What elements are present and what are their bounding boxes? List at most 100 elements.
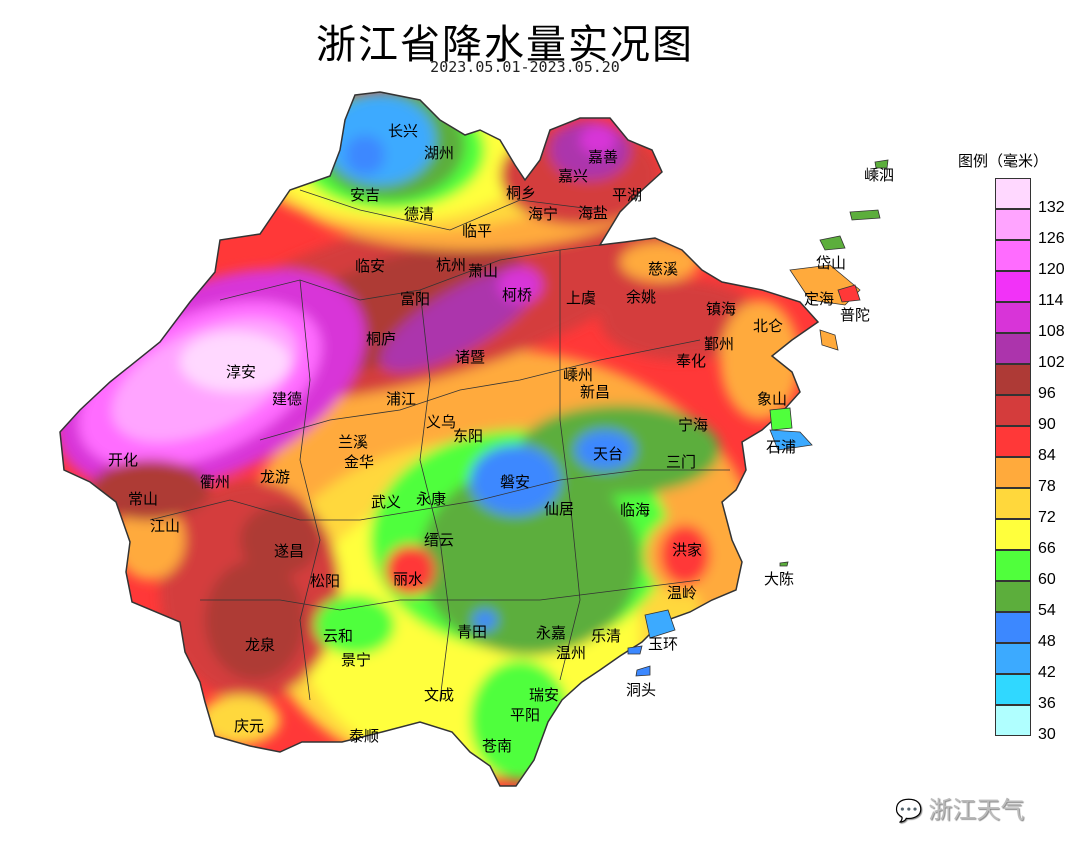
legend-swatch xyxy=(995,178,1031,209)
city-label: 淳安 xyxy=(226,363,257,381)
city-label: 浦江 xyxy=(386,390,417,408)
city-label: 诸暨 xyxy=(455,348,486,366)
city-label: 天台 xyxy=(593,445,624,463)
city-label: 开化 xyxy=(108,451,139,469)
city-label: 玉环 xyxy=(648,635,679,653)
city-label: 岱山 xyxy=(816,254,847,272)
city-label: 苍南 xyxy=(482,737,513,755)
city-label: 庆元 xyxy=(234,717,265,735)
legend-label: 60 xyxy=(1038,571,1056,588)
city-label: 建德 xyxy=(272,390,303,408)
legend-label: 96 xyxy=(1038,385,1056,402)
city-label: 湖州 xyxy=(424,144,455,162)
city-label: 瑞安 xyxy=(529,686,560,704)
city-label: 石浦 xyxy=(766,438,797,456)
city-label: 象山 xyxy=(757,390,788,408)
city-label: 兰溪 xyxy=(338,433,369,451)
city-label: 上虞 xyxy=(566,289,597,307)
city-label: 永嘉 xyxy=(536,624,567,642)
legend-swatch xyxy=(995,705,1031,736)
city-label: 余姚 xyxy=(626,288,657,306)
city-label: 大陈 xyxy=(764,570,795,588)
legend-swatch xyxy=(995,271,1031,302)
city-label: 萧山 xyxy=(468,262,499,280)
legend-label: 36 xyxy=(1038,695,1056,712)
legend-label: 108 xyxy=(1038,323,1065,340)
legend-label: 84 xyxy=(1038,447,1056,464)
city-label: 桐庐 xyxy=(366,330,397,348)
city-label: 温岭 xyxy=(667,584,698,602)
city-label: 富阳 xyxy=(400,290,431,308)
city-label: 嘉善 xyxy=(588,148,619,166)
legend-label: 126 xyxy=(1038,230,1065,247)
city-label: 鄞州 xyxy=(704,335,735,353)
legend-label: 132 xyxy=(1038,199,1065,216)
legend-swatch xyxy=(995,457,1031,488)
city-label: 桐乡 xyxy=(506,184,537,202)
city-label: 温州 xyxy=(556,644,587,662)
legend-swatch xyxy=(995,426,1031,457)
city-label: 洞头 xyxy=(626,681,657,699)
legend-label: 90 xyxy=(1038,416,1056,433)
city-label: 镇海 xyxy=(706,300,737,318)
city-label: 仙居 xyxy=(544,500,575,518)
legend-swatch xyxy=(995,612,1031,643)
legend-swatch xyxy=(995,488,1031,519)
legend-swatch xyxy=(995,674,1031,705)
city-label: 临安 xyxy=(355,257,386,275)
legend-swatch xyxy=(995,333,1031,364)
city-label: 遂昌 xyxy=(274,542,305,560)
city-label: 海盐 xyxy=(578,204,609,222)
city-label: 普陀 xyxy=(840,306,871,324)
city-label: 宁海 xyxy=(678,416,709,434)
city-label: 北仑 xyxy=(753,317,784,335)
city-label: 慈溪 xyxy=(648,260,679,278)
legend-swatch xyxy=(995,209,1031,240)
city-label: 乐清 xyxy=(591,627,622,645)
legend-label: 48 xyxy=(1038,633,1056,650)
legend-label: 54 xyxy=(1038,602,1056,619)
city-label: 安吉 xyxy=(350,186,381,204)
legend-label: 72 xyxy=(1038,509,1056,526)
city-label: 文成 xyxy=(424,686,455,704)
city-label: 义乌 xyxy=(426,413,457,431)
city-label: 临平 xyxy=(462,222,493,240)
legend-swatch xyxy=(995,643,1031,674)
city-label: 长兴 xyxy=(388,122,419,140)
city-label: 金华 xyxy=(344,453,375,471)
city-label: 海宁 xyxy=(528,205,559,223)
legend-swatch xyxy=(995,395,1031,426)
legend-label: 66 xyxy=(1038,540,1056,557)
legend-swatch xyxy=(995,550,1031,581)
legend-label: 30 xyxy=(1038,726,1056,743)
map-title: 浙江省降水量实况图 xyxy=(316,22,694,68)
legend-label: 102 xyxy=(1038,354,1065,371)
city-label: 东阳 xyxy=(453,427,484,445)
city-label: 常山 xyxy=(128,490,159,508)
legend-swatch xyxy=(995,519,1031,550)
city-label: 杭州 xyxy=(436,256,467,274)
legend-swatch xyxy=(995,240,1031,271)
city-label: 新昌 xyxy=(580,383,611,401)
watermark-text: 浙江天气 xyxy=(928,796,1025,824)
city-label: 衢州 xyxy=(200,473,231,491)
legend-label: 114 xyxy=(1038,292,1064,309)
city-label: 三门 xyxy=(666,453,697,471)
city-label: 泰顺 xyxy=(349,727,380,745)
legend-swatch xyxy=(995,302,1031,333)
legend-label: 42 xyxy=(1038,664,1056,681)
city-label: 永康 xyxy=(416,490,447,508)
city-label: 龙泉 xyxy=(245,636,276,654)
city-label: 丽水 xyxy=(393,570,424,588)
legend-swatch xyxy=(995,364,1031,395)
city-label: 柯桥 xyxy=(502,286,533,304)
legend-label: 120 xyxy=(1038,261,1065,278)
city-label: 嵊州 xyxy=(563,366,594,384)
legend-label: 78 xyxy=(1038,478,1056,495)
city-label: 江山 xyxy=(150,517,181,535)
city-label: 临海 xyxy=(620,501,651,519)
city-label: 定海 xyxy=(804,290,835,308)
